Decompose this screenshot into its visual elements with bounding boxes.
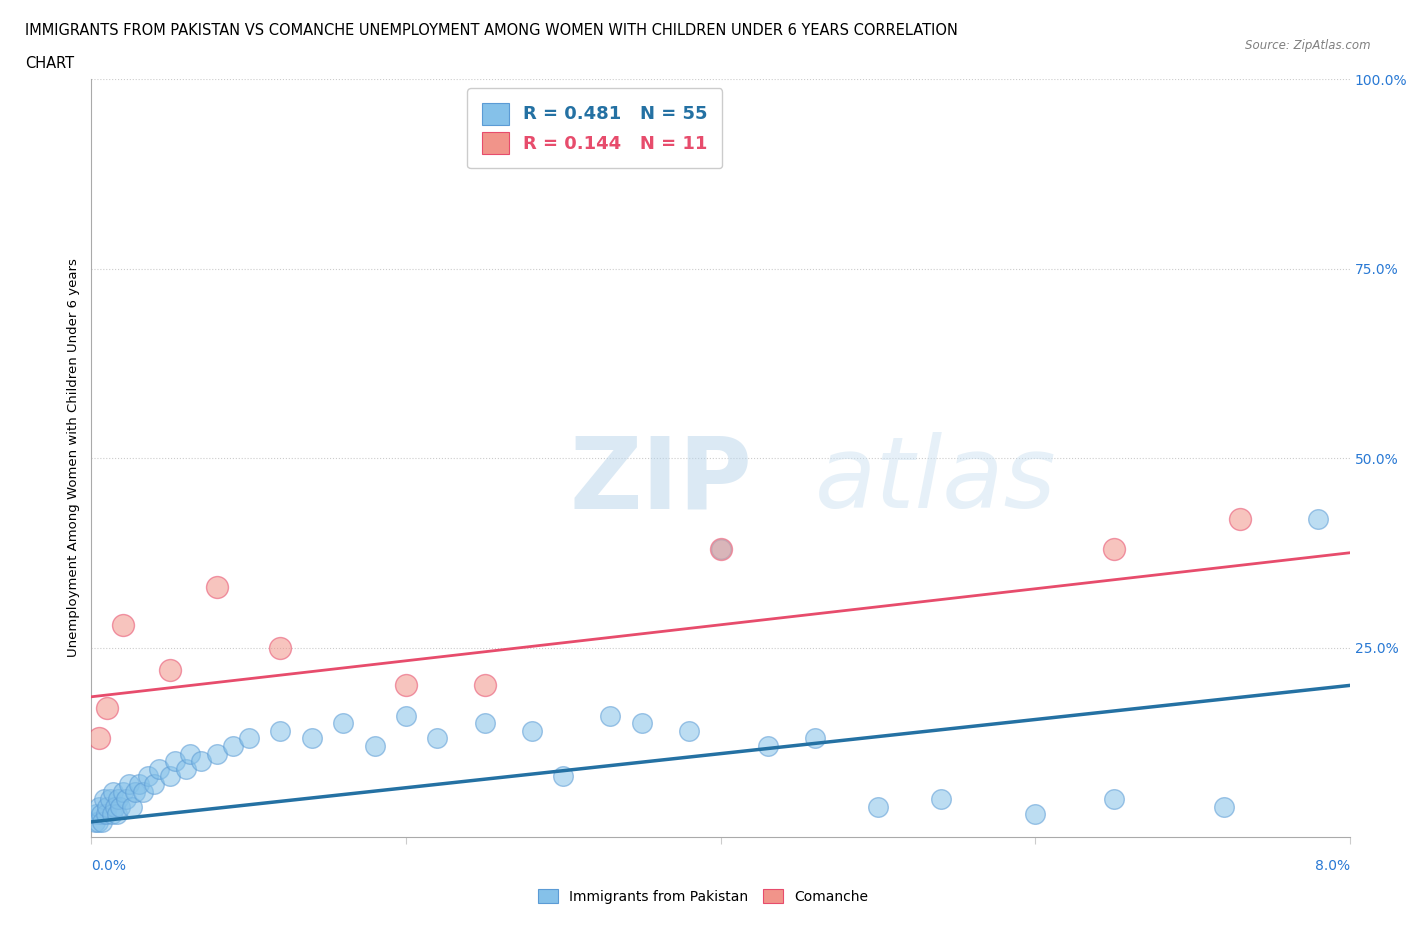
Point <box>363 738 385 753</box>
Point <box>929 791 952 806</box>
Point <box>136 769 159 784</box>
Point <box>631 716 654 731</box>
Point <box>1024 807 1046 822</box>
Point <box>159 769 181 784</box>
Point <box>179 746 201 761</box>
Point <box>395 709 418 724</box>
Point <box>98 791 121 806</box>
Point <box>1212 799 1234 814</box>
Text: Source: ZipAtlas.com: Source: ZipAtlas.com <box>1246 39 1371 52</box>
Point <box>678 724 700 738</box>
Point <box>91 815 114 830</box>
Text: 0.0%: 0.0% <box>91 858 127 872</box>
Point <box>1308 512 1330 526</box>
Text: atlas: atlas <box>815 432 1056 529</box>
Y-axis label: Unemployment Among Women with Children Under 6 years: Unemployment Among Women with Children U… <box>67 259 80 658</box>
Point <box>804 731 827 746</box>
Point <box>1102 791 1125 806</box>
Point <box>866 799 889 814</box>
Point <box>143 777 166 791</box>
Point <box>1102 541 1125 556</box>
Point <box>159 663 181 678</box>
Point <box>107 791 129 806</box>
Point <box>190 753 212 768</box>
Point <box>89 731 111 746</box>
Point <box>103 784 125 799</box>
Point <box>709 541 731 556</box>
Point <box>124 784 146 799</box>
Point <box>269 640 291 655</box>
Point <box>101 807 124 822</box>
Point <box>111 618 134 632</box>
Point <box>86 815 108 830</box>
Text: CHART: CHART <box>25 56 75 71</box>
Point <box>132 784 155 799</box>
Point <box>395 678 418 693</box>
Point <box>426 731 449 746</box>
Point <box>118 777 141 791</box>
Legend: Immigrants from Pakistan, Comanche: Immigrants from Pakistan, Comanche <box>531 884 875 910</box>
Text: ZIP: ZIP <box>569 432 752 529</box>
Point <box>520 724 543 738</box>
Point <box>96 799 118 814</box>
Text: IMMIGRANTS FROM PAKISTAN VS COMANCHE UNEMPLOYMENT AMONG WOMEN WITH CHILDREN UNDE: IMMIGRANTS FROM PAKISTAN VS COMANCHE UNE… <box>25 23 957 38</box>
Point <box>222 738 245 753</box>
Point <box>94 807 117 822</box>
Point <box>83 815 105 830</box>
Point <box>105 807 128 822</box>
Point <box>599 709 621 724</box>
Point <box>709 541 731 556</box>
Point <box>332 716 354 731</box>
Point <box>104 799 127 814</box>
Point <box>148 762 170 777</box>
Point <box>238 731 260 746</box>
Point <box>163 753 186 768</box>
Point <box>474 716 496 731</box>
Point <box>301 731 323 746</box>
Point <box>553 769 575 784</box>
Point <box>269 724 291 738</box>
Point <box>1229 512 1251 526</box>
Point <box>108 799 131 814</box>
Point <box>205 746 228 761</box>
Text: 8.0%: 8.0% <box>1315 858 1350 872</box>
Point <box>84 807 107 822</box>
Point <box>128 777 150 791</box>
Point <box>474 678 496 693</box>
Point <box>756 738 779 753</box>
Point <box>121 799 143 814</box>
Point <box>111 784 134 799</box>
Point <box>96 700 118 715</box>
Point <box>115 791 138 806</box>
Point <box>89 799 111 814</box>
Point <box>174 762 197 777</box>
Point <box>93 791 115 806</box>
Point <box>205 579 228 594</box>
Point <box>90 807 112 822</box>
Legend: R = 0.481   N = 55, R = 0.144   N = 11: R = 0.481 N = 55, R = 0.144 N = 11 <box>467 88 723 168</box>
